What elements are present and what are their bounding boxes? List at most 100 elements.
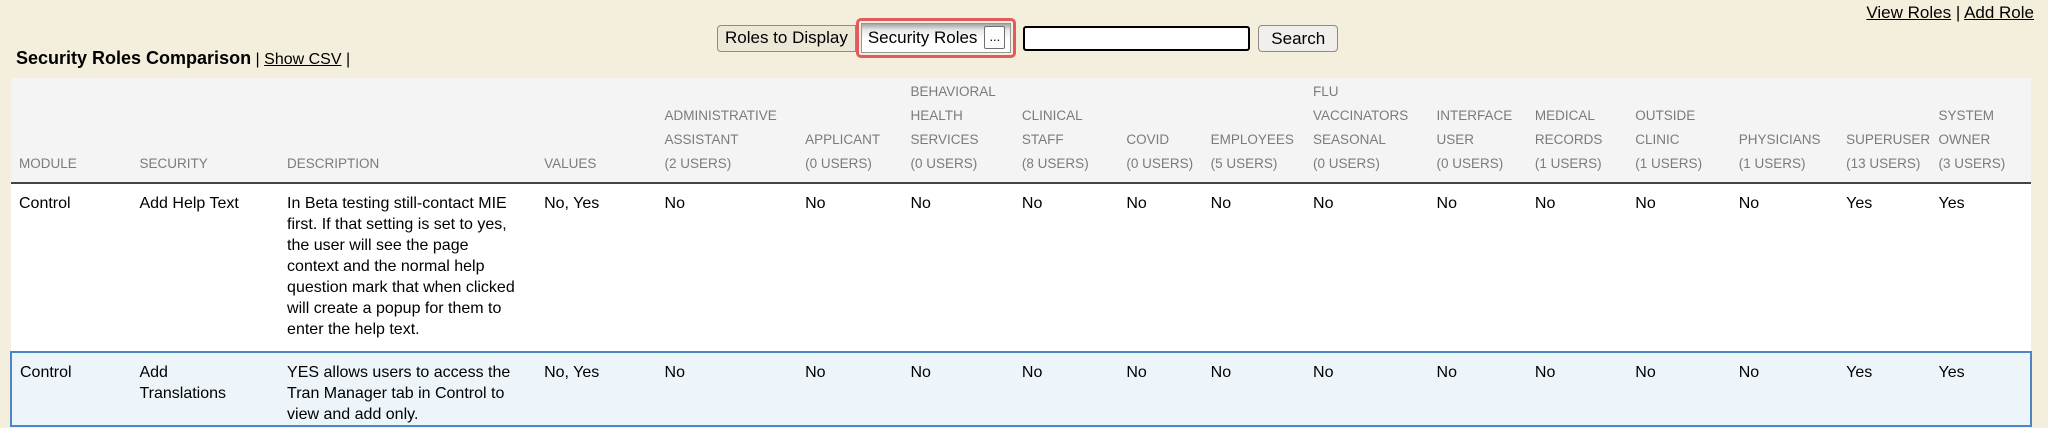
cell-role-value: No: [1118, 183, 1203, 352]
page-title: Security Roles Comparison: [16, 48, 252, 68]
table-row[interactable]: Control Add Help Text In Beta testing st…: [11, 183, 2031, 352]
cell-values: No, Yes: [536, 351, 657, 427]
cell-module: Control: [11, 183, 132, 352]
table-row-highlighted[interactable]: Control Add Translations YES allows user…: [9, 351, 2032, 427]
cell-role-value: No: [1202, 351, 1306, 427]
column-label: SYSTEM OWNER: [1938, 108, 1994, 147]
cell-description: YES allows users to access the Tran Mana…: [279, 351, 537, 427]
add-role-link[interactable]: Add Role: [1964, 3, 2034, 22]
cell-role-value: No: [902, 351, 1014, 427]
column-users: (13 USERS): [1846, 156, 1921, 171]
cell-security: Add Help Text: [131, 183, 280, 352]
column-label: ADMINISTRATIVE ASSISTANT: [664, 108, 777, 147]
page-heading: Security Roles Comparison | Show CSV |: [16, 48, 350, 69]
column-label: MODULE: [19, 156, 77, 171]
cell-description: In Beta testing still-contact MIE first.…: [279, 183, 537, 352]
heading-separator-1: |: [255, 51, 260, 68]
roles-toolbar: Roles to Display Security Roles ... Sear…: [717, 18, 1339, 58]
cell-role-value: Yes: [1838, 351, 1931, 427]
column-header-medical-records: MEDICAL RECORDS (1 USERS): [1526, 78, 1628, 184]
cell-role-value: No: [797, 351, 903, 427]
column-label: APPLICANT: [805, 132, 881, 147]
column-header-flu-vaccinators-seasonal: FLU VACCINATORS SEASONAL (0 USERS): [1305, 78, 1429, 184]
cell-role-value: No: [1428, 351, 1527, 427]
attention-highlight-ring: Security Roles ...: [855, 18, 1017, 58]
column-header-outside-clinic: OUTSIDE CLINIC (1 USERS): [1627, 78, 1731, 184]
roles-type-selector[interactable]: Security Roles ...: [860, 23, 1012, 53]
column-header-physicians: PHYSICIANS (1 USERS): [1730, 78, 1839, 184]
roles-type-more-button[interactable]: ...: [984, 26, 1006, 49]
column-label: MEDICAL RECORDS: [1534, 108, 1603, 147]
column-users: (1 USERS): [1738, 156, 1806, 171]
cell-role-value: Yes: [1930, 351, 2032, 427]
column-users: (0 USERS): [1313, 156, 1380, 171]
column-label: OUTSIDE CLINIC: [1635, 108, 1696, 147]
column-label: INTERFACE USER: [1436, 108, 1513, 147]
column-header-behavioral-health-services: BEHAVIORAL HEALTH SERVICES (0 USERS): [902, 78, 1014, 184]
top-nav: View Roles | Add Role: [1866, 3, 2034, 23]
column-label: SECURITY: [139, 156, 208, 171]
column-label: DESCRIPTION: [287, 156, 380, 171]
cell-role-value: No: [1526, 351, 1628, 427]
table-header-row: MODULE SECURITY DESCRIPTION VALUES ADMIN…: [11, 78, 2031, 184]
cell-role-value: No: [1730, 351, 1839, 427]
column-header-superuser: SUPERUSER (13 USERS): [1838, 78, 1931, 184]
column-header-covid: COVID (0 USERS): [1118, 78, 1203, 184]
column-header-security: SECURITY: [131, 78, 280, 184]
column-users: (5 USERS): [1210, 156, 1278, 171]
column-header-system-owner: SYSTEM OWNER (3 USERS): [1930, 78, 2031, 184]
cell-role-value: No: [1428, 183, 1527, 352]
column-users: (0 USERS): [805, 156, 872, 171]
cell-role-value: No: [1730, 183, 1839, 352]
column-users: (1 USERS): [1534, 156, 1602, 171]
cell-role-value: Yes: [1838, 183, 1931, 352]
cell-role-value: No: [1305, 351, 1429, 427]
column-header-clinical-staff: CLINICAL STAFF (8 USERS): [1013, 78, 1119, 184]
cell-role-value: No: [902, 183, 1014, 352]
cell-role-value: No: [797, 183, 903, 352]
column-header-module: MODULE: [11, 78, 132, 184]
show-csv-link[interactable]: Show CSV: [264, 51, 342, 68]
column-header-employees: EMPLOYEES (5 USERS): [1202, 78, 1306, 184]
column-label: SUPERUSER: [1846, 132, 1931, 147]
column-label: PHYSICIANS: [1738, 132, 1821, 147]
column-header-applicant: APPLICANT (0 USERS): [797, 78, 903, 184]
column-users: (3 USERS): [1938, 156, 2006, 171]
column-header-administrative-assistant: ADMINISTRATIVE ASSISTANT (2 USERS): [656, 78, 798, 184]
column-users: (0 USERS): [1126, 156, 1194, 171]
column-users: (0 USERS): [1436, 156, 1504, 171]
cell-role-value: No: [1627, 183, 1731, 352]
cell-role-value: No: [1202, 183, 1306, 352]
cell-role-value: No: [656, 351, 798, 427]
column-label: VALUES: [544, 156, 597, 171]
cell-values: No, Yes: [536, 183, 657, 352]
column-label: EMPLOYEES: [1210, 132, 1294, 147]
cell-role-value: Yes: [1930, 183, 2031, 352]
search-input[interactable]: [1023, 25, 1251, 51]
heading-separator-2: |: [345, 51, 351, 68]
security-roles-comparison-table: MODULE SECURITY DESCRIPTION VALUES ADMIN…: [9, 78, 2032, 427]
cell-role-value: No: [1013, 183, 1119, 352]
cell-security: Add Translations: [131, 351, 280, 427]
view-roles-link[interactable]: View Roles: [1866, 3, 1952, 22]
nav-separator: |: [1955, 3, 1961, 22]
cell-role-value: No: [1627, 351, 1731, 427]
roles-type-selector-value: Security Roles: [867, 27, 978, 47]
cell-role-value: No: [1305, 183, 1429, 352]
column-users: (1 USERS): [1635, 156, 1703, 171]
cell-role-value: No: [1526, 183, 1628, 352]
cell-module: Control: [9, 351, 132, 427]
column-users: (2 USERS): [664, 156, 732, 171]
column-header-interface-user: INTERFACE USER (0 USERS): [1428, 78, 1527, 184]
column-label: FLU VACCINATORS SEASONAL: [1313, 84, 1409, 147]
cell-role-value: No: [1118, 351, 1203, 427]
roles-to-display-label: Roles to Display: [717, 24, 856, 52]
column-label: CLINICAL STAFF: [1021, 108, 1083, 147]
column-label: BEHAVIORAL HEALTH SERVICES: [910, 84, 996, 147]
column-users: (0 USERS): [910, 156, 978, 171]
cell-role-value: No: [1013, 351, 1119, 427]
search-button[interactable]: Search: [1258, 24, 1339, 52]
column-header-description: DESCRIPTION: [279, 78, 537, 184]
cell-role-value: No: [656, 183, 798, 352]
column-header-values: VALUES: [536, 78, 657, 184]
